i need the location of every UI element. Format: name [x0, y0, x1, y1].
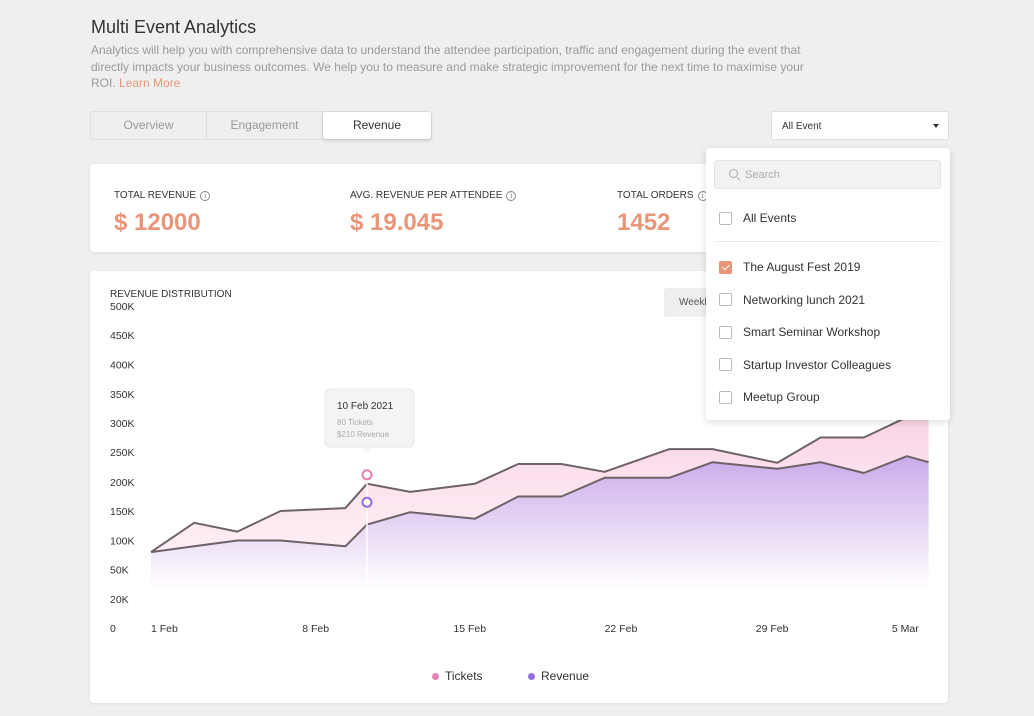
- dropdown-item-label: The August Fest 2019: [743, 260, 861, 274]
- checkbox[interactable]: [719, 358, 732, 371]
- checkbox[interactable]: [719, 325, 732, 339]
- tooltip-tickets: 80 Tickets: [337, 418, 373, 427]
- revenue-chart: 0 20K 50K 100K 150K 200K 250K 300K 350K 400K 450K 5…: [110, 301, 930, 635]
- stat-label: TOTAL REVENUE: [114, 190, 197, 201]
- tab-revenue[interactable]: Revenue: [323, 112, 431, 139]
- description-text: Analytics will help you with comprehensi…: [91, 43, 804, 90]
- legend-tickets[interactable]: Tickets: [432, 669, 483, 683]
- x-tick-label: 1 Feb: [151, 623, 178, 635]
- legend-revenue[interactable]: Revenue: [528, 669, 589, 683]
- dropdown-item-event[interactable]: Networking lunch 2021: [719, 293, 865, 307]
- divider: [716, 241, 940, 242]
- stat-value: 1452: [617, 209, 671, 236]
- x-tick-label: 8 Feb: [302, 623, 329, 635]
- revenue-line: [150, 455, 929, 554]
- dropdown-item-label: Smart Seminar Workshop: [743, 325, 881, 339]
- dropdown-item-event[interactable]: Smart Seminar Workshop: [719, 325, 880, 339]
- checkbox[interactable]: [719, 390, 732, 404]
- tab-overview[interactable]: Overview: [91, 112, 207, 139]
- dropdown-item-label: Networking lunch 2021: [743, 292, 866, 307]
- dropdown-item-label: Startup Investor Colleagues: [743, 357, 892, 372]
- stat-total-orders: TOTAL ORDERS i 1452: [617, 190, 708, 237]
- stat-label: TOTAL ORDERS: [617, 190, 694, 201]
- checkbox-checked[interactable]: [719, 260, 732, 274]
- revenue-chart-card: REVENUE DISTRIBUTION Weekly 0 20K 50K 100K 1…: [90, 271, 948, 703]
- info-icon[interactable]: i: [200, 190, 211, 201]
- legend-label: Tickets: [445, 669, 483, 683]
- y-tick-label: 100K: [110, 536, 135, 548]
- y-tick-label: 0: [110, 623, 116, 635]
- tooltip-date: 10 Feb 2021: [337, 401, 394, 412]
- event-select-value: All Event: [782, 121, 822, 132]
- revenue-point: [361, 496, 373, 508]
- checkbox[interactable]: [719, 211, 732, 225]
- dropdown-item-event[interactable]: The August Fest 2019: [719, 260, 860, 274]
- y-tick-label: 350K: [110, 389, 135, 401]
- y-tick-label: 150K: [110, 506, 135, 518]
- checkbox[interactable]: [719, 293, 732, 306]
- y-tick-label: 500K: [110, 301, 135, 313]
- y-tick-label: 400K: [110, 360, 135, 372]
- y-tick-label: 50K: [110, 565, 129, 577]
- x-tick-label: 5 Mar: [892, 623, 919, 635]
- chart-title: REVENUE DISTRIBUTION: [110, 289, 232, 300]
- dropdown-item-event[interactable]: Startup Investor Colleagues: [719, 358, 891, 372]
- page-description: Analytics will help you with comprehensi…: [91, 42, 816, 92]
- dropdown-item-all-events[interactable]: All Events: [719, 211, 796, 225]
- y-tick-label: 450K: [110, 330, 135, 342]
- y-tick-label: 20K: [110, 594, 129, 606]
- x-tick-label: 15 Feb: [453, 623, 486, 635]
- tooltip-arrow: [362, 447, 372, 453]
- search-box: [714, 160, 941, 189]
- info-icon[interactable]: i: [506, 190, 517, 201]
- y-tick-label: 300K: [110, 418, 135, 430]
- y-tick-label: 250K: [110, 447, 135, 459]
- search-input[interactable]: [745, 161, 935, 188]
- learn-more-link[interactable]: Learn More: [119, 76, 181, 90]
- revenue-area: [151, 456, 929, 588]
- tab-engagement[interactable]: Engagement: [207, 112, 323, 139]
- tickets-line: [150, 352, 930, 553]
- stat-value: $ 19.045: [350, 209, 444, 236]
- stat-avg-revenue: AVG. REVENUE PER ATTENDEE i $ 19.045: [350, 190, 517, 237]
- legend-label: Revenue: [541, 669, 590, 683]
- page-title: Multi Event Analytics: [91, 17, 257, 37]
- search-icon: [729, 169, 738, 178]
- stat-total-revenue: TOTAL REVENUE i $ 12000: [114, 190, 211, 237]
- dropdown-item-label: All Events: [743, 211, 797, 225]
- revenue-dot: [528, 672, 535, 680]
- x-tick-label: 22 Feb: [605, 623, 638, 635]
- tab-bar: Overview Engagement Revenue: [90, 111, 432, 140]
- tooltip-revenue: $210 Revenue: [337, 430, 390, 439]
- chevron-down-icon: [933, 124, 939, 128]
- x-tick-label: 29 Feb: [756, 623, 789, 635]
- stat-label: AVG. REVENUE PER ATTENDEE: [350, 190, 503, 201]
- tickets-dot: [432, 672, 439, 680]
- tickets-point: [361, 469, 373, 481]
- stat-value: $ 12000: [114, 209, 201, 236]
- event-select[interactable]: All Event: [771, 111, 949, 140]
- dropdown-item-label: Meetup Group: [743, 390, 820, 404]
- y-tick-label: 200K: [110, 477, 135, 489]
- dropdown-item-event[interactable]: Meetup Group: [719, 390, 820, 404]
- stats-card: TOTAL REVENUE i $ 12000 AVG. REVENUE PER …: [90, 164, 720, 252]
- event-dropdown: All Events The August Fest 2019 Networkin…: [706, 148, 950, 420]
